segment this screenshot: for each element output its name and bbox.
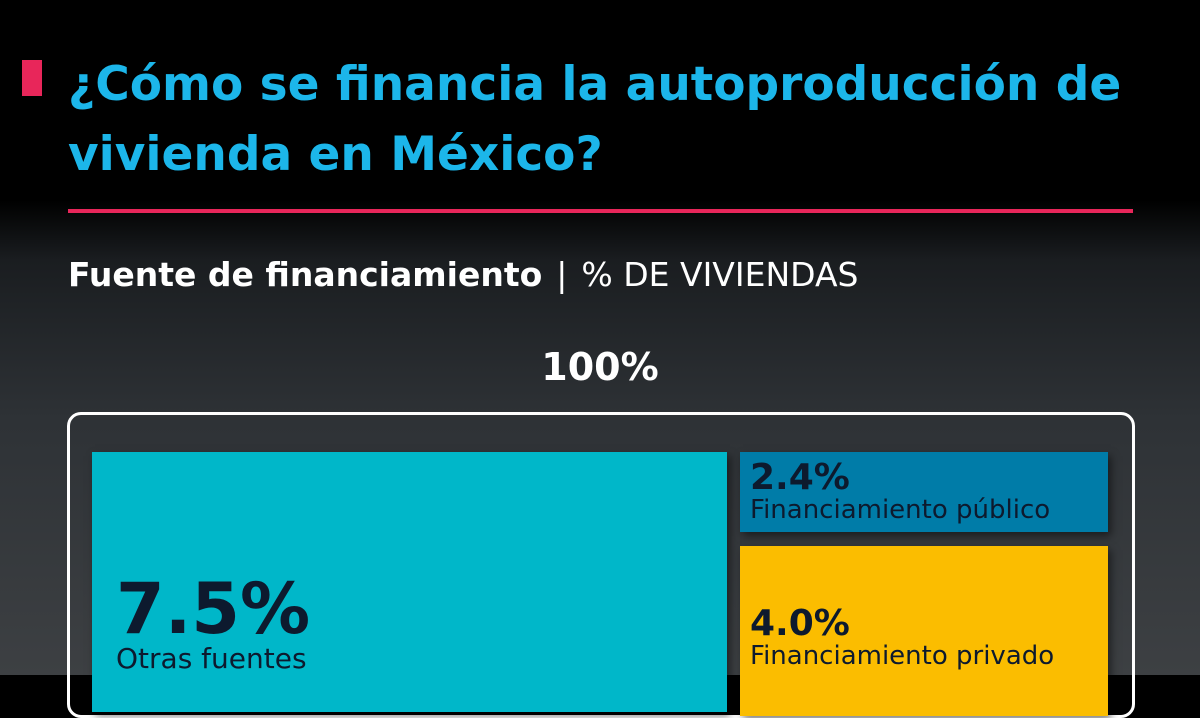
cell-financiamiento-publico: 2.4% Financiamiento público [740,452,1108,532]
cell-value: 2.4% [750,457,850,498]
subtitle-unit: % DE VIVIENDAS [581,255,859,294]
cell-value: 7.5% [116,568,311,650]
page-title: ¿Cómo se financia la autoproducción de v… [68,57,1122,182]
cell-value: 4.0% [750,603,850,644]
cell-otras-fuentes: 7.5% Otras fuentes [92,452,727,712]
subtitle-main: Fuente de financiamiento [68,255,543,294]
subtitle-separator: | [556,255,568,294]
chart-subtitle: Fuente de financiamiento | % DE VIVIENDAS [68,255,859,294]
cell-financiamiento-privado: 4.0% Financiamiento privado [740,546,1108,716]
accent-marker [22,60,42,96]
cell-label: Financiamiento público [750,495,1051,525]
total-label: 100% [541,345,659,389]
title-divider [68,209,1133,213]
cell-label: Otras fuentes [116,642,307,675]
cell-label: Financiamiento privado [750,641,1055,671]
